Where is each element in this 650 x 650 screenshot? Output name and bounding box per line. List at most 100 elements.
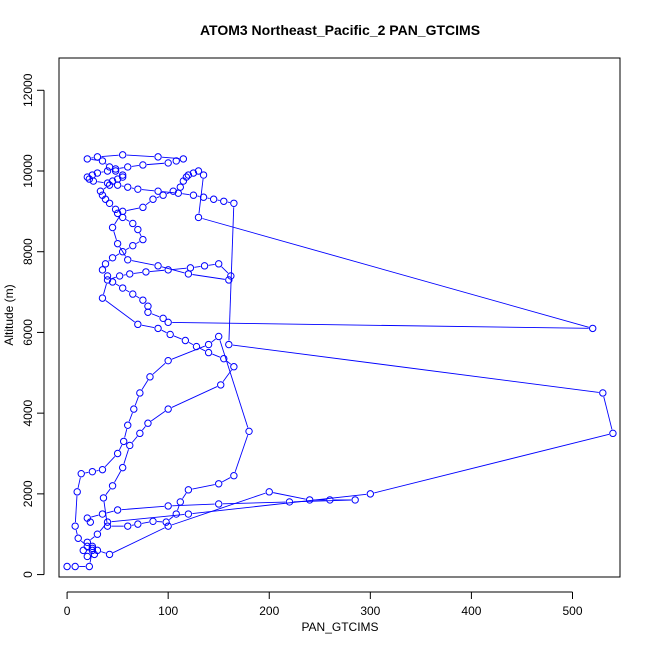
- data-point: [98, 157, 107, 165]
- x-tick-label: 200: [259, 604, 279, 618]
- data-point: [599, 389, 607, 397]
- data-point: [88, 546, 97, 555]
- data-point: [89, 177, 98, 185]
- series-line-segment: [74, 495, 78, 523]
- y-tick-label: 0: [21, 571, 35, 578]
- series-line-segment: [171, 492, 266, 526]
- data-point: [189, 169, 198, 177]
- data-point: [103, 167, 112, 175]
- data-point: [136, 429, 144, 438]
- data-point: [589, 324, 597, 333]
- data-point: [85, 175, 94, 183]
- series-line-segment: [141, 189, 155, 192]
- series-line-segment: [149, 269, 165, 272]
- data-point: [108, 254, 117, 262]
- data-point: [63, 562, 71, 571]
- series-line-segment: [105, 300, 135, 323]
- data-point: [230, 472, 238, 480]
- data-point: [86, 518, 95, 526]
- y-tick-label: 6000: [21, 319, 35, 346]
- data-point: [215, 332, 223, 341]
- data-point: [118, 151, 127, 159]
- series-line-segment: [141, 324, 155, 329]
- series-line-segment: [208, 263, 215, 266]
- series-line-segment: [173, 335, 182, 340]
- series-line-segment: [194, 265, 201, 268]
- series-line-segment: [131, 165, 139, 167]
- data-point: [149, 195, 157, 203]
- series-line-segment: [135, 241, 140, 244]
- data-point: [126, 441, 134, 450]
- series-line-segment: [222, 369, 232, 382]
- data-point: [139, 161, 147, 169]
- data-point: [113, 239, 122, 248]
- data-point: [88, 467, 97, 476]
- x-tick-label: 400: [461, 604, 481, 618]
- data-point: [189, 191, 198, 199]
- data-point: [184, 270, 193, 278]
- series-line-segment: [75, 529, 78, 535]
- data-point: [144, 308, 152, 316]
- data-point: [164, 266, 172, 274]
- data-point: [124, 183, 132, 191]
- data-point: [129, 241, 137, 250]
- series-line-segment: [226, 360, 232, 365]
- data-point: [176, 498, 184, 506]
- data-point: [200, 262, 209, 270]
- series-line-segment: [112, 527, 165, 554]
- data-point: [162, 518, 170, 526]
- series-line-segment: [171, 386, 218, 408]
- series-line-segment: [125, 289, 130, 293]
- series-line-segment: [172, 267, 187, 270]
- series-line-segment: [115, 283, 120, 287]
- series-line-segment: [124, 429, 128, 438]
- series-line-segment: [293, 499, 352, 503]
- data-point: [186, 264, 195, 272]
- data-point: [105, 550, 114, 559]
- series-line-segment: [119, 167, 124, 169]
- series-line-segment: [168, 516, 174, 520]
- series-line-segment: [125, 247, 130, 251]
- data-point: [154, 262, 162, 270]
- y-axis: 0 2000 4000 6000 8000 10000 12000: [21, 73, 45, 578]
- data-point: [159, 314, 167, 323]
- data-point: [265, 488, 273, 496]
- data-point: [164, 159, 172, 167]
- series-line-segment: [119, 444, 123, 451]
- series-line-segment: [103, 283, 107, 295]
- data-point: [149, 517, 157, 526]
- data-point: [169, 187, 177, 195]
- data-point: [245, 427, 253, 436]
- data-point: [174, 189, 182, 197]
- y-tick-label: 2000: [21, 480, 35, 507]
- series-line-segment: [105, 488, 111, 495]
- series-line-segment: [228, 207, 235, 341]
- series-line-segment: [103, 186, 107, 190]
- x-axis: 0 100 200 300 400 500: [64, 591, 583, 618]
- data-point: [366, 490, 375, 498]
- data-point: [154, 324, 162, 333]
- series-line-segment: [101, 551, 106, 554]
- data-point: [142, 268, 150, 276]
- data-point: [134, 320, 142, 329]
- series-layer: [63, 151, 617, 571]
- x-tick-label: 300: [360, 604, 380, 618]
- data-point: [113, 209, 122, 218]
- series-line-segment: [131, 260, 155, 266]
- y-axis-label: Altitude (m): [2, 284, 16, 345]
- data-point: [96, 187, 105, 195]
- data-point: [103, 518, 112, 526]
- data-point: [204, 340, 213, 349]
- data-point: [184, 510, 193, 518]
- series-line-segment: [150, 411, 166, 422]
- data-point: [74, 534, 82, 542]
- series-line-segment: [133, 271, 143, 274]
- series-line-segment: [77, 477, 81, 489]
- data-point: [326, 496, 334, 504]
- data-point: [181, 336, 190, 345]
- series-line-segment: [192, 493, 367, 515]
- series-line-segment: [121, 505, 165, 511]
- series-line-segment: [374, 433, 610, 494]
- data-point: [609, 429, 617, 438]
- data-point: [103, 276, 112, 284]
